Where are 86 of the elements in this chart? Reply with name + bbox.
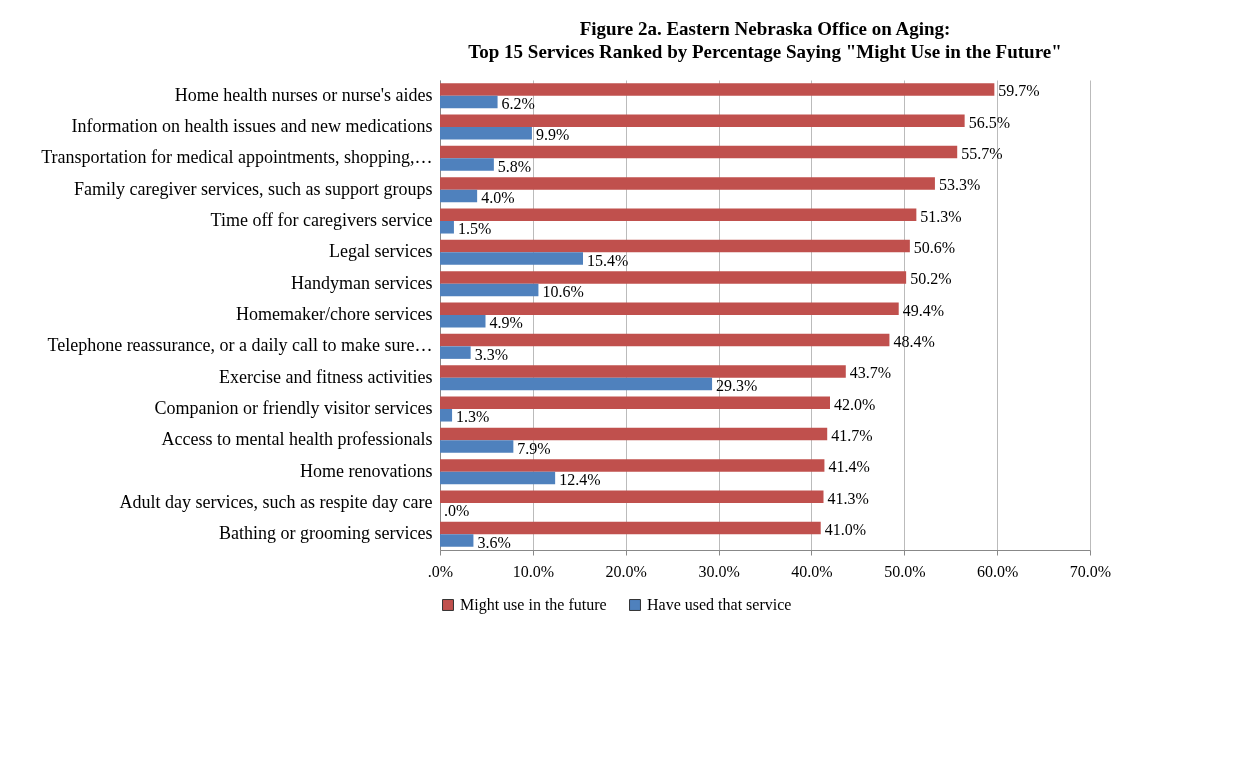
x-tick-label: 20.0% <box>605 562 647 580</box>
y-tick-label: Access to mental health professionals <box>161 429 433 450</box>
x-tick-label: 60.0% <box>976 562 1019 580</box>
bar <box>440 365 846 378</box>
y-tick-label: Family caregiver services, such as support groups <box>74 178 433 199</box>
y-tick-label: Telephone reassurance, or a daily call to make sure… <box>47 335 433 356</box>
bar <box>440 177 935 190</box>
data-label: 49.4% <box>902 301 945 319</box>
data-label: 4.0% <box>481 188 515 206</box>
data-label: 56.5% <box>968 113 1010 131</box>
data-label: 1.5% <box>457 220 492 238</box>
bar <box>440 283 539 297</box>
y-tick-label: Bathing or grooming services <box>219 523 433 544</box>
y-tick-label: Adult day services, such as respite day care <box>119 492 433 512</box>
bar <box>440 189 478 203</box>
bar <box>440 315 486 328</box>
bar <box>440 83 995 96</box>
chart-subtitle: Top 15 Services Ranked by Percentage Saying "Might Use in the Future" <box>468 41 1062 62</box>
bar <box>440 158 494 171</box>
bar <box>440 95 498 109</box>
bar <box>440 440 514 453</box>
bar <box>440 208 917 221</box>
bar <box>440 145 958 159</box>
data-label: 43.7% <box>849 364 892 382</box>
data-label: 3.3% <box>474 345 508 363</box>
data-label: 9.9% <box>535 126 570 144</box>
legend-label: Have used that service <box>647 596 792 613</box>
data-label: 41.4% <box>828 458 870 476</box>
y-tick-label: Handyman services <box>291 272 433 293</box>
y-tick-label: Exercise and fitness activities <box>219 366 433 387</box>
bar <box>440 396 830 409</box>
data-label: 15.4% <box>587 251 629 269</box>
x-tick-label: 40.0% <box>791 562 833 580</box>
data-label: 59.7% <box>998 82 1040 100</box>
x-tick-label: 70.0% <box>1069 562 1112 580</box>
bar <box>440 377 713 391</box>
bar <box>440 114 965 127</box>
bar <box>440 521 821 535</box>
data-label: 50.6% <box>913 239 956 257</box>
bar <box>440 346 471 359</box>
legend-label: Might use in the future <box>460 596 607 614</box>
y-tick-label: Home health nurses or nurse's aides <box>174 84 433 105</box>
data-label: 41.7% <box>831 427 873 445</box>
x-tick-label: 50.0% <box>884 562 926 580</box>
x-tick-label: 10.0% <box>512 562 555 580</box>
data-label: 42.0% <box>834 395 876 413</box>
data-label: 29.3% <box>716 376 758 394</box>
bar <box>440 471 556 485</box>
data-label: 4.9% <box>489 314 523 332</box>
bar <box>440 252 583 265</box>
bar <box>440 221 454 234</box>
y-tick-label: Transportation for medical appointments, shopping,… <box>41 147 433 168</box>
bar <box>440 427 828 441</box>
data-label: 1.3% <box>456 408 490 426</box>
data-label: 5.8% <box>497 157 532 175</box>
bar <box>440 534 474 547</box>
x-tick-label: 30.0% <box>698 562 740 580</box>
data-label: .0% <box>444 502 470 520</box>
y-tick-label: Companion or friendly visitor services <box>154 398 433 418</box>
y-tick-label: Homemaker/chore services <box>236 304 433 324</box>
x-tick-label: .0% <box>427 562 454 580</box>
data-label: 41.0% <box>824 521 867 539</box>
data-label: 3.6% <box>477 533 511 551</box>
data-label: 10.6% <box>542 282 584 300</box>
bar <box>440 239 910 253</box>
bar <box>440 409 453 422</box>
y-tick-label: Time off for caregivers service <box>210 210 433 230</box>
data-label: 50.2% <box>910 270 952 288</box>
data-label: 51.3% <box>920 207 962 225</box>
bar <box>440 490 824 503</box>
data-label: 41.3% <box>827 489 869 507</box>
data-label: 53.3% <box>938 176 981 194</box>
bar <box>440 271 907 284</box>
y-tick-label: Information on health issues and new medications <box>71 116 433 136</box>
bar <box>440 333 890 347</box>
bar <box>440 127 532 140</box>
bar <box>440 302 899 315</box>
y-tick-label: Legal services <box>329 241 433 262</box>
data-label: 48.4% <box>893 333 935 351</box>
chart-title: Figure 2a. Eastern Nebraska Office on Aging: <box>579 18 951 39</box>
data-label: 7.9% <box>517 439 551 457</box>
data-label: 55.7% <box>961 145 1003 163</box>
y-tick-label: Home renovations <box>300 460 433 481</box>
bar <box>440 459 825 472</box>
data-label: 12.4% <box>559 470 601 488</box>
data-label: 6.2% <box>501 94 535 112</box>
